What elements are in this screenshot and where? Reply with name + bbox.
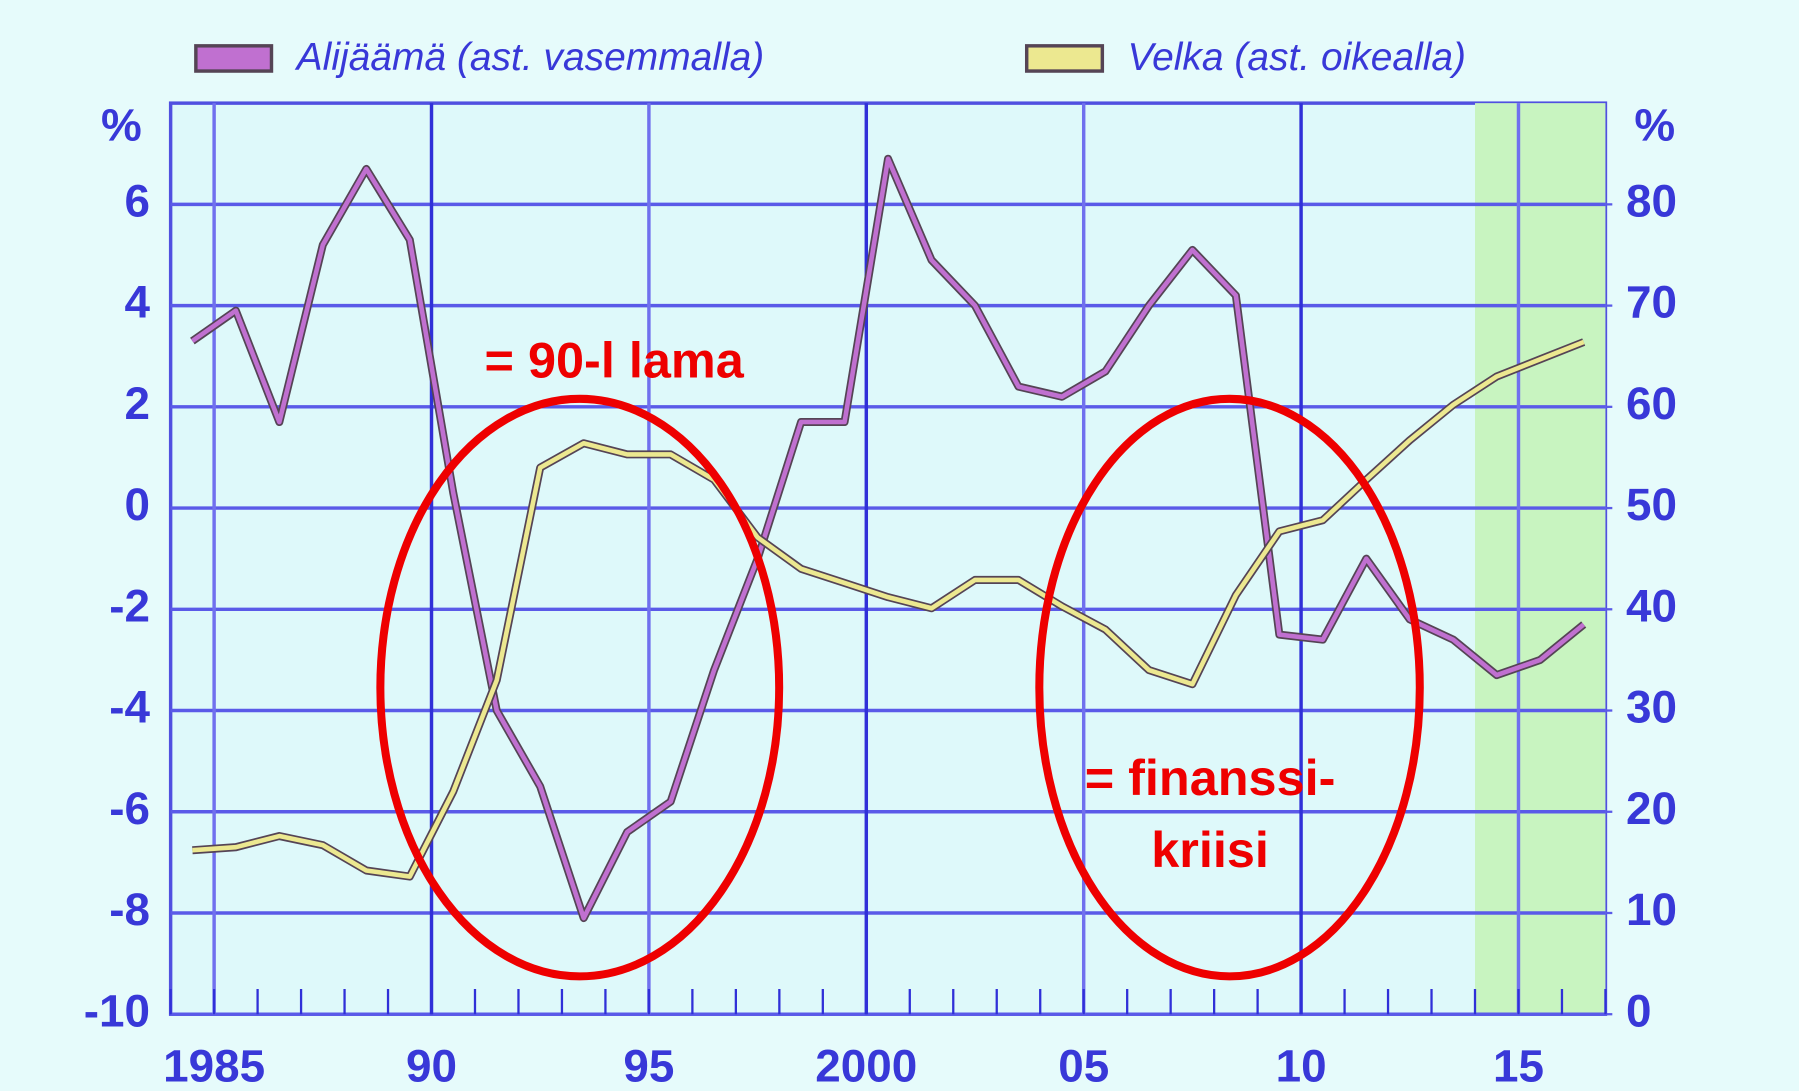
legend-swatch <box>194 44 274 73</box>
x-tick-label: 2000 <box>815 1040 917 1091</box>
plot-background <box>168 101 1608 1016</box>
y2-tick-label: 30 <box>1626 682 1677 733</box>
series-line <box>191 156 1586 921</box>
annotation: = finanssi- <box>1085 749 1336 806</box>
y-tick-label: 6 <box>125 175 151 226</box>
y-tick-label: -8 <box>109 884 150 935</box>
legend-label: Alijäämä (ast. vasemmalla) <box>295 36 765 79</box>
highlight-ellipse <box>1035 394 1424 981</box>
y2-tick-label: 80 <box>1626 175 1677 226</box>
legend-swatch <box>1024 44 1105 73</box>
y-tick-label: -10 <box>84 985 150 1036</box>
y2-tick-label: 20 <box>1626 783 1677 834</box>
y-tick-label: -2 <box>109 580 150 631</box>
y2-tick-label: 10 <box>1626 884 1677 935</box>
y2-axis-label: % <box>1634 99 1675 150</box>
y2-tick-label: 0 <box>1626 985 1652 1036</box>
legend-label: Velka (ast. oikealla) <box>1128 36 1466 79</box>
forecast-shade <box>1475 103 1606 1015</box>
x-tick-label: 90 <box>406 1040 457 1091</box>
annotation: = 90-l lama <box>485 332 745 389</box>
series-line <box>192 339 1585 879</box>
annotation: kriisi <box>1151 821 1269 878</box>
y2-tick-label: 70 <box>1626 277 1677 328</box>
y-tick-label: 0 <box>125 479 151 530</box>
y2-tick-label: 60 <box>1626 378 1677 429</box>
y-tick-label: 2 <box>125 378 151 429</box>
y2-tick-label: 50 <box>1626 479 1677 530</box>
y-axis-label: % <box>101 99 142 150</box>
y-tick-label: 4 <box>125 277 151 328</box>
x-tick-label: 05 <box>1058 1040 1109 1091</box>
x-tick-label: 1985 <box>163 1040 265 1091</box>
y2-tick-label: 40 <box>1626 580 1677 631</box>
x-tick-label: 95 <box>623 1040 674 1091</box>
x-tick-label: 10 <box>1276 1040 1327 1091</box>
x-tick-label: 15 <box>1493 1040 1544 1091</box>
y-tick-label: -4 <box>109 682 150 733</box>
y-tick-label: -6 <box>109 783 150 834</box>
highlight-ellipse <box>376 394 784 981</box>
